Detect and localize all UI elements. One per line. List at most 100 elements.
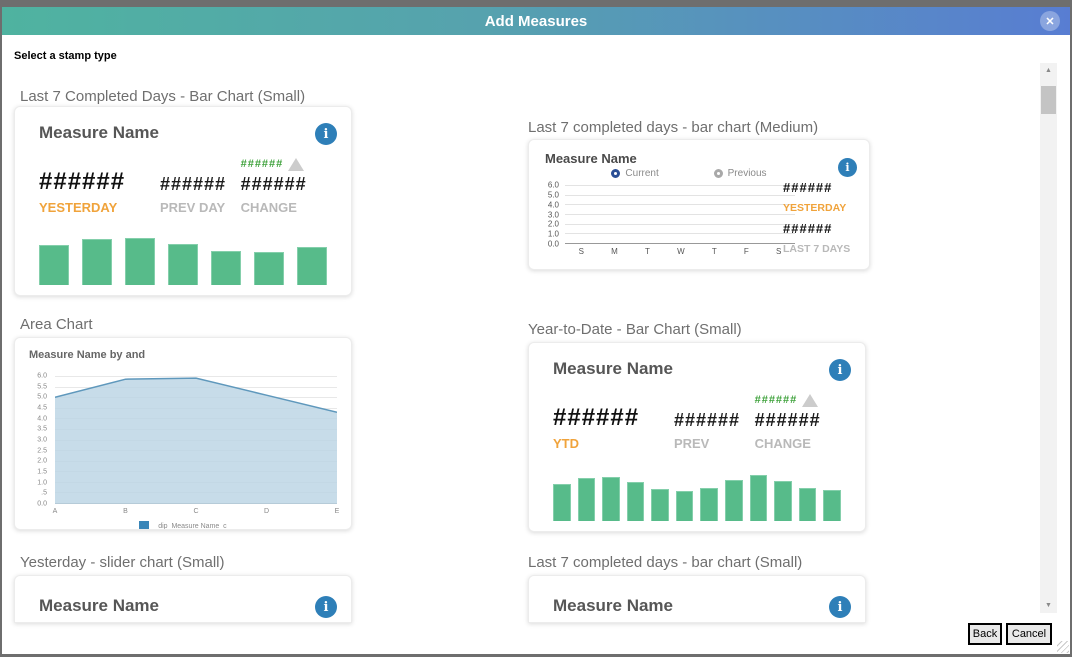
bar: [39, 245, 69, 285]
y-tick-label: 4.5: [37, 404, 47, 412]
measure-name-title: Measure Name: [545, 151, 637, 166]
prev-day-label: PREV DAY: [159, 200, 226, 215]
last7days-value: ######: [783, 221, 833, 236]
section-label-yesterday-slider: Yesterday - slider chart (Small): [20, 554, 225, 571]
stamp-card-ytd-small[interactable]: Measure Name i ###### YTD ###### PREV ##…: [528, 342, 866, 532]
x-tick-label: E: [334, 508, 340, 515]
info-icon[interactable]: i: [315, 123, 337, 145]
legend-previous-label: Previous: [727, 168, 767, 179]
change-up-triangle-icon: [288, 157, 305, 171]
y-axis-ticks: 6.0 5.0 4.0 3.0 2.0 1.0 0.0: [539, 181, 561, 249]
bar: [725, 480, 743, 521]
bar: [168, 243, 198, 285]
x-tick-label: T: [711, 247, 717, 256]
bar: [577, 477, 596, 521]
change-value: ######: [240, 174, 307, 194]
stamp-card-area-chart[interactable]: Measure Name by and 6.0 5.5 5.0 4.5 4.0 3.5 3.…: [14, 337, 352, 530]
y-tick-label: 2.0: [547, 219, 559, 229]
y-tick-label: 1.0: [547, 229, 559, 239]
bar: [651, 489, 669, 521]
y-tick-label: 1.0: [37, 479, 47, 487]
section-label-last7-small-2: Last 7 completed days - bar chart (Small…: [528, 554, 803, 571]
resize-grip[interactable]: [1057, 641, 1069, 653]
cancel-button[interactable]: Cancel: [1006, 623, 1052, 645]
plot-area: [565, 185, 795, 244]
bar: [553, 484, 571, 521]
legend-current: Current: [611, 168, 659, 179]
info-icon[interactable]: i: [315, 596, 337, 618]
area-chart: 6.0 5.5 5.0 4.5 4.0 3.5 3.0 2.5 2.0 1.5 1.0 .5 0.0: [27, 372, 339, 508]
add-measures-dialog: Add Measures ✕ Select a stamp type Last …: [2, 7, 1070, 654]
bar: [749, 475, 768, 521]
measure-name-title: Measure Name by and: [29, 349, 146, 361]
change-percent-value: ######: [754, 394, 798, 406]
x-axis-labels: A B C D E: [52, 508, 340, 518]
gridline: [565, 233, 795, 235]
info-icon[interactable]: i: [838, 158, 857, 177]
bar: [125, 237, 155, 285]
yesterday-value: ######: [783, 180, 833, 195]
y-tick-label: .5: [41, 489, 47, 497]
close-icon[interactable]: ✕: [1040, 11, 1060, 31]
scroll-up-arrow-icon[interactable]: ▲: [1045, 67, 1052, 74]
y-tick-label: 5.0: [37, 393, 47, 401]
bar: [254, 252, 284, 285]
bar: [675, 491, 694, 521]
scrollbar-thumb[interactable]: [1041, 86, 1056, 114]
legend-series-label: _dip_Measure Name_c: [154, 522, 227, 530]
stamp-card-yesterday-slider[interactable]: Measure Name i: [14, 575, 352, 623]
bar: [700, 487, 719, 521]
stamp-card-last7-small[interactable]: Measure Name i ###### YESTERDAY ###### P…: [14, 106, 352, 296]
bar-groups: [565, 185, 795, 243]
y-tick-label: 2.0: [37, 457, 47, 465]
y-tick-label: 3.0: [37, 436, 47, 444]
back-button[interactable]: Back: [968, 623, 1002, 645]
vertical-scrollbar[interactable]: ▲ ▼: [1040, 63, 1057, 613]
y-tick-label: 4.0: [37, 415, 47, 423]
stamp-card-last7-small-2[interactable]: Measure Name i: [528, 575, 866, 623]
prev-value: ######: [673, 410, 741, 430]
x-tick-label: S: [775, 247, 782, 256]
y-axis-ticks: 6.0 5.5 5.0 4.5 4.0 3.5 3.0 2.5 2.0 1.5 1.0 .5 0.0: [27, 372, 49, 508]
y-tick-label: 3.5: [37, 425, 47, 433]
ytd-value: ######: [553, 404, 640, 431]
y-tick-label: 6.0: [37, 372, 47, 380]
yesterday-label: YESTERDAY: [39, 200, 118, 215]
scroll-down-arrow-icon[interactable]: ▼: [1045, 602, 1052, 609]
grouped-bar-chart: 6.0 5.0 4.0 3.0 2.0 1.0 0.0: [539, 181, 795, 249]
section-label-last7-small: Last 7 Completed Days - Bar Chart (Small…: [20, 88, 306, 105]
gridline: [565, 185, 795, 186]
info-icon[interactable]: i: [829, 359, 851, 381]
measure-name-title: Measure Name: [39, 123, 160, 142]
yesterday-value: ######: [39, 168, 126, 195]
stamp-card-last7-medium[interactable]: Measure Name i Current Previous 6.0 5.0 4.…: [528, 139, 870, 270]
x-tick-label: M: [611, 247, 618, 256]
area-series: [55, 377, 337, 504]
legend-swatch-icon: [139, 521, 150, 529]
ytd-label: YTD: [553, 436, 579, 451]
bar: [211, 250, 241, 285]
y-tick-label: 1.5: [37, 468, 47, 476]
info-icon[interactable]: i: [829, 596, 851, 618]
change-label: CHANGE: [240, 200, 297, 215]
x-tick-label: T: [644, 247, 650, 256]
y-tick-label: 2.5: [37, 447, 47, 455]
measure-name-title: Measure Name: [553, 596, 674, 615]
gridline: [565, 204, 795, 206]
y-tick-label: 0.0: [37, 500, 47, 508]
bar: [602, 476, 620, 521]
prev-day-value: ######: [159, 174, 227, 194]
chart-legend: _dip_Measure Name_c: [15, 521, 351, 530]
x-tick-label: C: [193, 508, 199, 515]
x-tick-label: A: [52, 508, 58, 515]
gridline: [565, 194, 795, 196]
legend-current-label: Current: [625, 168, 659, 179]
change-up-triangle-icon: [802, 393, 819, 407]
measure-name-title: Measure Name: [39, 596, 160, 615]
measure-name-title: Measure Name: [553, 359, 674, 378]
section-label-ytd-small: Year-to-Date - Bar Chart (Small): [528, 321, 742, 338]
section-label-last7-medium: Last 7 completed days - bar chart (Mediu…: [528, 119, 819, 136]
ytd-bar-strip: [553, 471, 841, 521]
yesterday-label: YESTERDAY: [783, 202, 847, 214]
